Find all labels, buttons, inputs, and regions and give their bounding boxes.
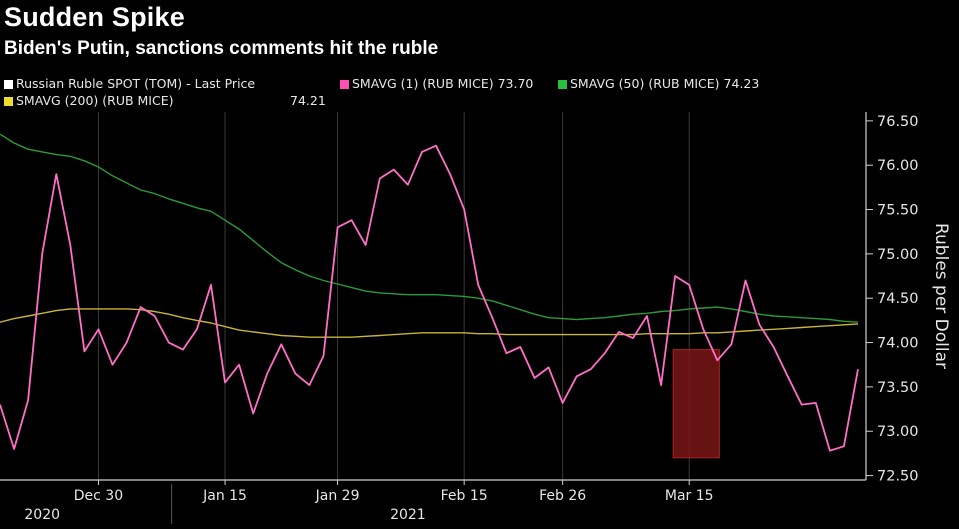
- year-label-0: 2020: [24, 507, 60, 523]
- legend-item-price: Russian Ruble SPOT (TOM) - Last Price: [4, 76, 255, 91]
- legend-label-sma1: SMAVG (1) (RUB MICE): [352, 76, 494, 91]
- series-line-sma1: [0, 144, 859, 452]
- y-tick-label-7: 76.00: [877, 158, 919, 174]
- legend-swatch-price: [4, 80, 13, 89]
- x-tick-label-4: Feb 26: [539, 488, 586, 504]
- y-tick-label-2: 73.50: [877, 380, 919, 396]
- highlight-box: [672, 349, 720, 459]
- y-tick-label-4: 74.50: [877, 291, 919, 307]
- y-axis-title: Rubles per Dollar: [931, 223, 951, 369]
- y-tick-label-3: 74.00: [877, 336, 919, 352]
- x-tick-label-2: Jan 29: [315, 488, 360, 504]
- series-line-sma50: [0, 133, 859, 323]
- legend-swatch-sma200: [4, 97, 13, 106]
- legend-swatch-sma1: [340, 80, 349, 89]
- x-tick-label-0: Dec 30: [74, 488, 123, 504]
- year-label-1: 2021: [390, 507, 426, 523]
- series-line-sma200: [0, 308, 859, 338]
- chart-title: Sudden Spike: [4, 2, 185, 32]
- legend-label-sma200: SMAVG (200) (RUB MICE): [16, 93, 174, 108]
- chart-subtitle: Biden's Putin, sanctions comments hit th…: [4, 38, 439, 59]
- legend-item-sma50: SMAVG (50) (RUB MICE) 74.23: [558, 76, 759, 91]
- legend-label-sma50: SMAVG (50) (RUB MICE): [570, 76, 720, 91]
- y-tick-label-5: 75.00: [877, 247, 919, 263]
- x-tick-label-3: Feb 15: [441, 488, 488, 504]
- legend-label-price: Russian Ruble SPOT (TOM) - Last Price: [16, 76, 256, 91]
- legend-item-sma1: SMAVG (1) (RUB MICE) 73.70: [340, 76, 533, 91]
- legend-value-sma50: 74.23: [723, 76, 760, 91]
- legend-item-sma200: SMAVG (200) (RUB MICE): [4, 93, 174, 108]
- legend-value-sma1: 73.70: [497, 76, 534, 91]
- y-tick-label-8: 76.50: [877, 114, 919, 130]
- y-tick-label-1: 73.00: [877, 424, 919, 440]
- y-tick-label-6: 75.50: [877, 203, 919, 219]
- legend-swatch-sma50: [558, 80, 567, 89]
- x-tick-label-1: Jan 15: [202, 488, 247, 504]
- x-tick-label-5: Mar 15: [665, 488, 714, 504]
- legend-value-sma200: 74.21: [290, 93, 326, 108]
- y-tick-label-0: 72.50: [877, 469, 919, 485]
